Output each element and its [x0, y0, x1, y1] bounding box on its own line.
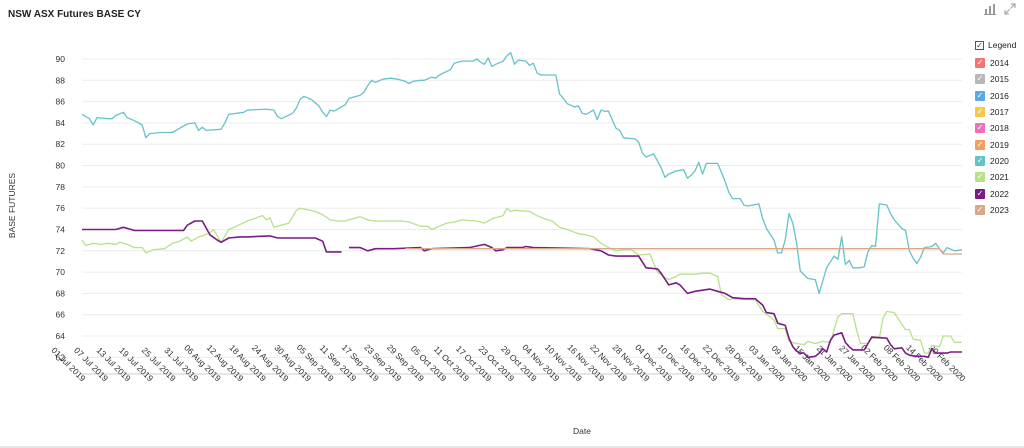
legend-label: 2020: [990, 155, 1009, 166]
y-tick-label: 68: [56, 288, 66, 298]
legend-checkbox-icon[interactable]: ✓: [975, 155, 985, 166]
legend-item-2023[interactable]: ✓ 2023: [975, 202, 1016, 218]
legend-item-2021[interactable]: ✓ 2021: [975, 169, 1016, 185]
x-axis-title: Date: [573, 426, 591, 436]
legend-checkbox-icon[interactable]: ✓: [975, 188, 985, 199]
legend-label: 2021: [990, 172, 1009, 183]
chart-toolbar: [984, 3, 1016, 15]
legend-item-2020[interactable]: ✓ 2020: [975, 153, 1016, 169]
legend-item-2014[interactable]: ✓ 2014: [975, 55, 1016, 71]
legend-label: 2014: [990, 58, 1009, 69]
y-tick-label: 72: [56, 246, 66, 256]
legend-toggle[interactable]: ✓ Legend: [975, 40, 1016, 50]
legend-checkbox-icon[interactable]: ✓: [975, 90, 985, 101]
legend-checkbox-icon[interactable]: ✓: [975, 172, 985, 183]
legend-checkbox-icon[interactable]: ✓: [975, 107, 985, 118]
legend-item-2017[interactable]: ✓ 2017: [975, 104, 1016, 120]
plot-area: [82, 43, 962, 368]
legend-checkbox-icon[interactable]: ✓: [975, 58, 985, 69]
legend-item-2022[interactable]: ✓ 2022: [975, 185, 1016, 201]
y-tick-label: 86: [56, 97, 66, 107]
legend-item-2019[interactable]: ✓ 2019: [975, 136, 1016, 152]
y-tick-label: 84: [56, 118, 66, 128]
legend-label: 2018: [990, 123, 1009, 134]
legend-checkbox-icon[interactable]: ✓: [975, 74, 985, 85]
y-tick-label: 90: [56, 54, 66, 64]
bar-chart-icon[interactable]: [984, 3, 996, 15]
legend-item-2016[interactable]: ✓ 2016: [975, 88, 1016, 104]
y-tick-label: 78: [56, 182, 66, 192]
y-tick-label: 74: [56, 224, 66, 234]
legend-label: 2023: [990, 204, 1009, 215]
legend-checkbox-icon[interactable]: ✓: [975, 123, 985, 134]
series-line-2020: [81, 51, 963, 295]
legend-label: 2022: [990, 188, 1009, 199]
legend: ✓ Legend ✓ 2014 ✓ 2015 ✓ 2016 ✓ 2017 ✓ 2018 ✓ 2019 ✓…: [975, 40, 1016, 218]
y-tick-label: 76: [56, 203, 66, 213]
series-line-2021: [81, 207, 962, 354]
legend-item-2015[interactable]: ✓ 2015: [975, 71, 1016, 87]
y-tick-label: 88: [56, 75, 66, 85]
checkbox-icon: ✓: [975, 40, 984, 50]
legend-title: Legend: [988, 40, 1017, 50]
legend-checkbox-icon[interactable]: ✓: [975, 139, 985, 150]
y-tick-label: 82: [56, 139, 66, 149]
series-line-2023: [405, 248, 962, 255]
y-tick-label: 80: [56, 161, 66, 171]
y-tick-label: 62: [56, 352, 66, 362]
legend-label: 2015: [990, 74, 1009, 85]
legend-checkbox-icon[interactable]: ✓: [975, 204, 985, 215]
series-line-2022: [349, 243, 962, 359]
y-axis-title: BASE FUTURES: [7, 173, 17, 239]
y-tick-label: 64: [56, 331, 66, 341]
chart-title: NSW ASX Futures BASE CY: [8, 9, 141, 20]
y-tick-label: 70: [56, 267, 66, 277]
legend-item-2018[interactable]: ✓ 2018: [975, 120, 1016, 136]
legend-label: 2017: [990, 107, 1009, 118]
expand-icon[interactable]: [1004, 3, 1016, 15]
y-tick-label: 66: [56, 310, 66, 320]
series-line-2022: [82, 220, 342, 253]
legend-label: 2019: [990, 139, 1009, 150]
legend-label: 2016: [990, 90, 1009, 101]
